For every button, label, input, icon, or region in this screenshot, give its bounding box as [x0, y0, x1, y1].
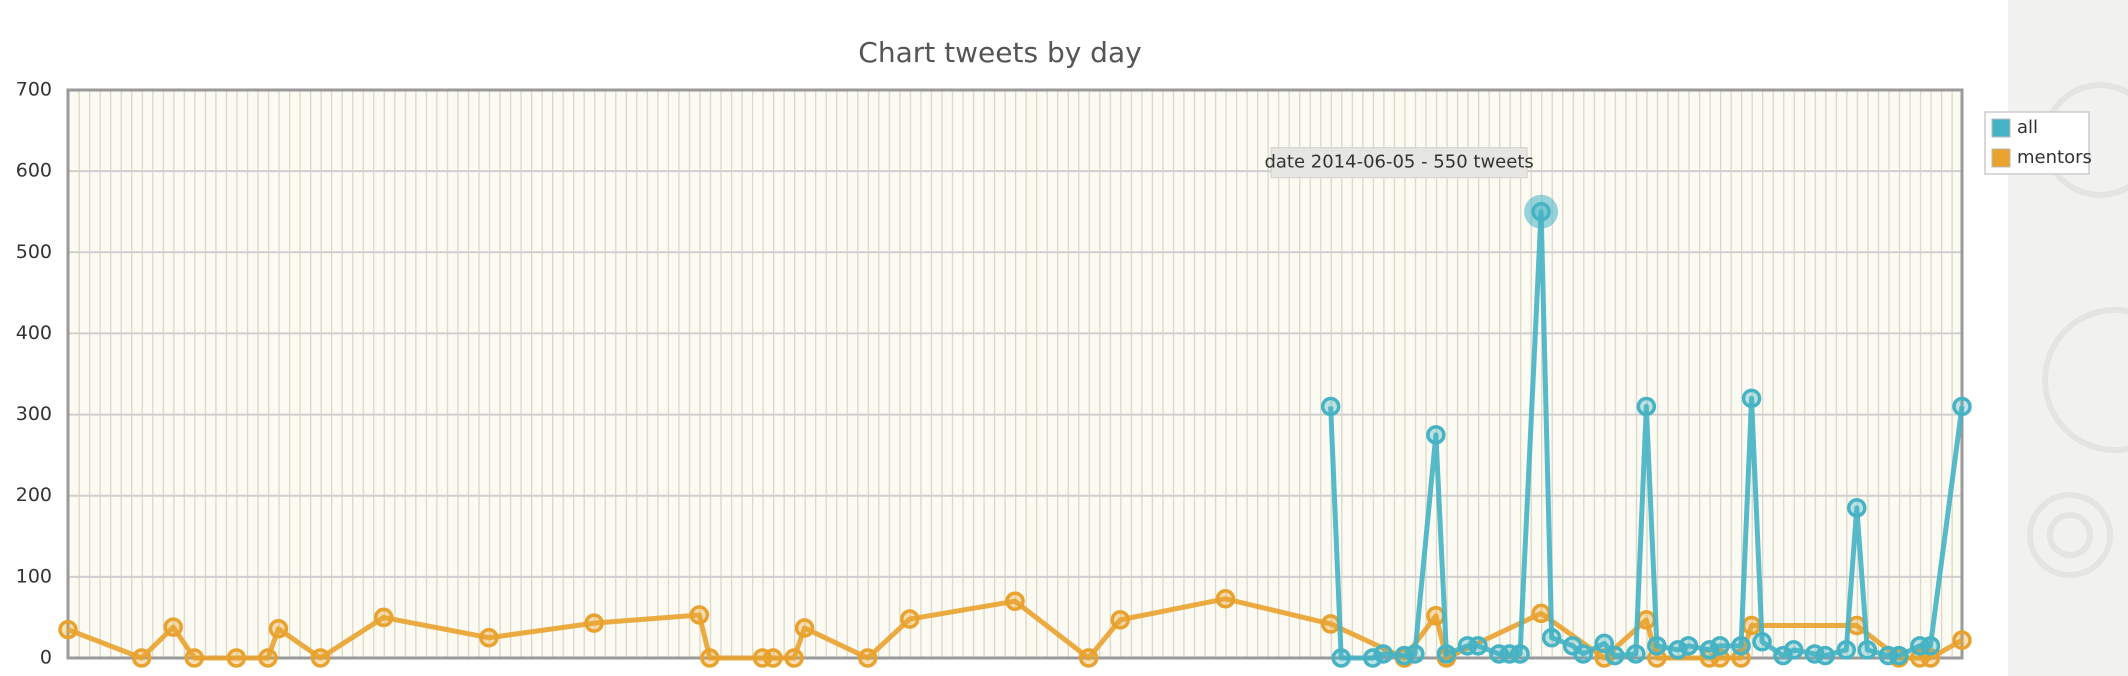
y-tick-label: 500 [16, 241, 52, 263]
data-point [1889, 645, 1909, 666]
tooltip-box [1270, 147, 1528, 179]
data-point [900, 609, 920, 629]
legend-swatch [1991, 118, 2011, 138]
vertical-grid [68, 90, 1962, 658]
y-tick-label: 600 [16, 160, 52, 182]
data-point [1005, 591, 1025, 611]
data-point [1373, 644, 1394, 664]
data-point [1710, 636, 1730, 656]
data-point [1847, 615, 1867, 636]
data-point [763, 648, 783, 668]
data-point [794, 618, 815, 638]
y-tick-label: 200 [16, 484, 52, 506]
data-point [310, 648, 331, 668]
data-point [1426, 425, 1446, 445]
data-point [1078, 648, 1099, 668]
data-point [700, 648, 720, 668]
data-point [1920, 636, 1941, 656]
data-point [1510, 644, 1530, 664]
data-point [689, 605, 710, 625]
data-point [1110, 610, 1130, 630]
legend-label: all [2017, 117, 2038, 138]
data-point [1626, 644, 1646, 664]
data-point [1636, 610, 1657, 630]
data-point [1678, 636, 1699, 656]
data-point [1836, 640, 1857, 660]
chart-title: Chart tweets by day [858, 36, 1141, 69]
y-tick-label: 400 [16, 322, 52, 344]
data-point [1815, 645, 1835, 666]
data-point [584, 613, 604, 633]
series-line [67, 596, 1964, 661]
legend-swatch [1991, 148, 2011, 168]
data-point [1783, 640, 1804, 660]
highlight-point [1524, 194, 1559, 229]
data-point [857, 648, 878, 668]
data-point [1320, 396, 1341, 417]
data-point [1857, 640, 1878, 660]
data-point [268, 619, 289, 639]
data-point [1752, 632, 1772, 652]
data-point [1531, 603, 1551, 624]
data-point [226, 648, 247, 668]
y-tick-label: 700 [16, 79, 52, 101]
data-point [1405, 644, 1425, 664]
data-point [1541, 627, 1562, 648]
series [1320, 201, 1972, 668]
y-tick-label: 0 [40, 647, 52, 669]
data-point [58, 619, 78, 640]
data-point [1952, 630, 1972, 650]
data-point [1731, 636, 1751, 656]
data-point [163, 617, 183, 637]
data-point [258, 648, 278, 668]
data-point [1647, 636, 1667, 656]
data-point [1952, 396, 1972, 417]
data-point [184, 648, 205, 668]
legend-label: mentors [2017, 147, 2092, 168]
data-point [1636, 396, 1657, 417]
series [58, 589, 1972, 668]
data-point [1741, 388, 1762, 409]
plot-border [66, 88, 1964, 660]
y-tick-label: 300 [16, 403, 52, 425]
data-point [1847, 498, 1867, 518]
data-point [1741, 615, 1762, 636]
tooltip-text: date 2014-06-05 - 550 tweets [1264, 152, 1533, 173]
data-point [1320, 614, 1341, 634]
data-point [131, 648, 152, 668]
data-point [1331, 648, 1351, 668]
data-point [1605, 645, 1625, 666]
data-point [1594, 633, 1614, 654]
data-point [1468, 636, 1488, 656]
series-line [1328, 209, 1965, 661]
data-point [1215, 589, 1236, 609]
data-point [479, 627, 499, 648]
data-point [1426, 606, 1446, 626]
y-tick-label: 100 [16, 565, 52, 587]
data-point [1573, 644, 1593, 664]
data-point [373, 607, 394, 628]
data-point [784, 648, 804, 668]
data-point [1436, 644, 1457, 664]
